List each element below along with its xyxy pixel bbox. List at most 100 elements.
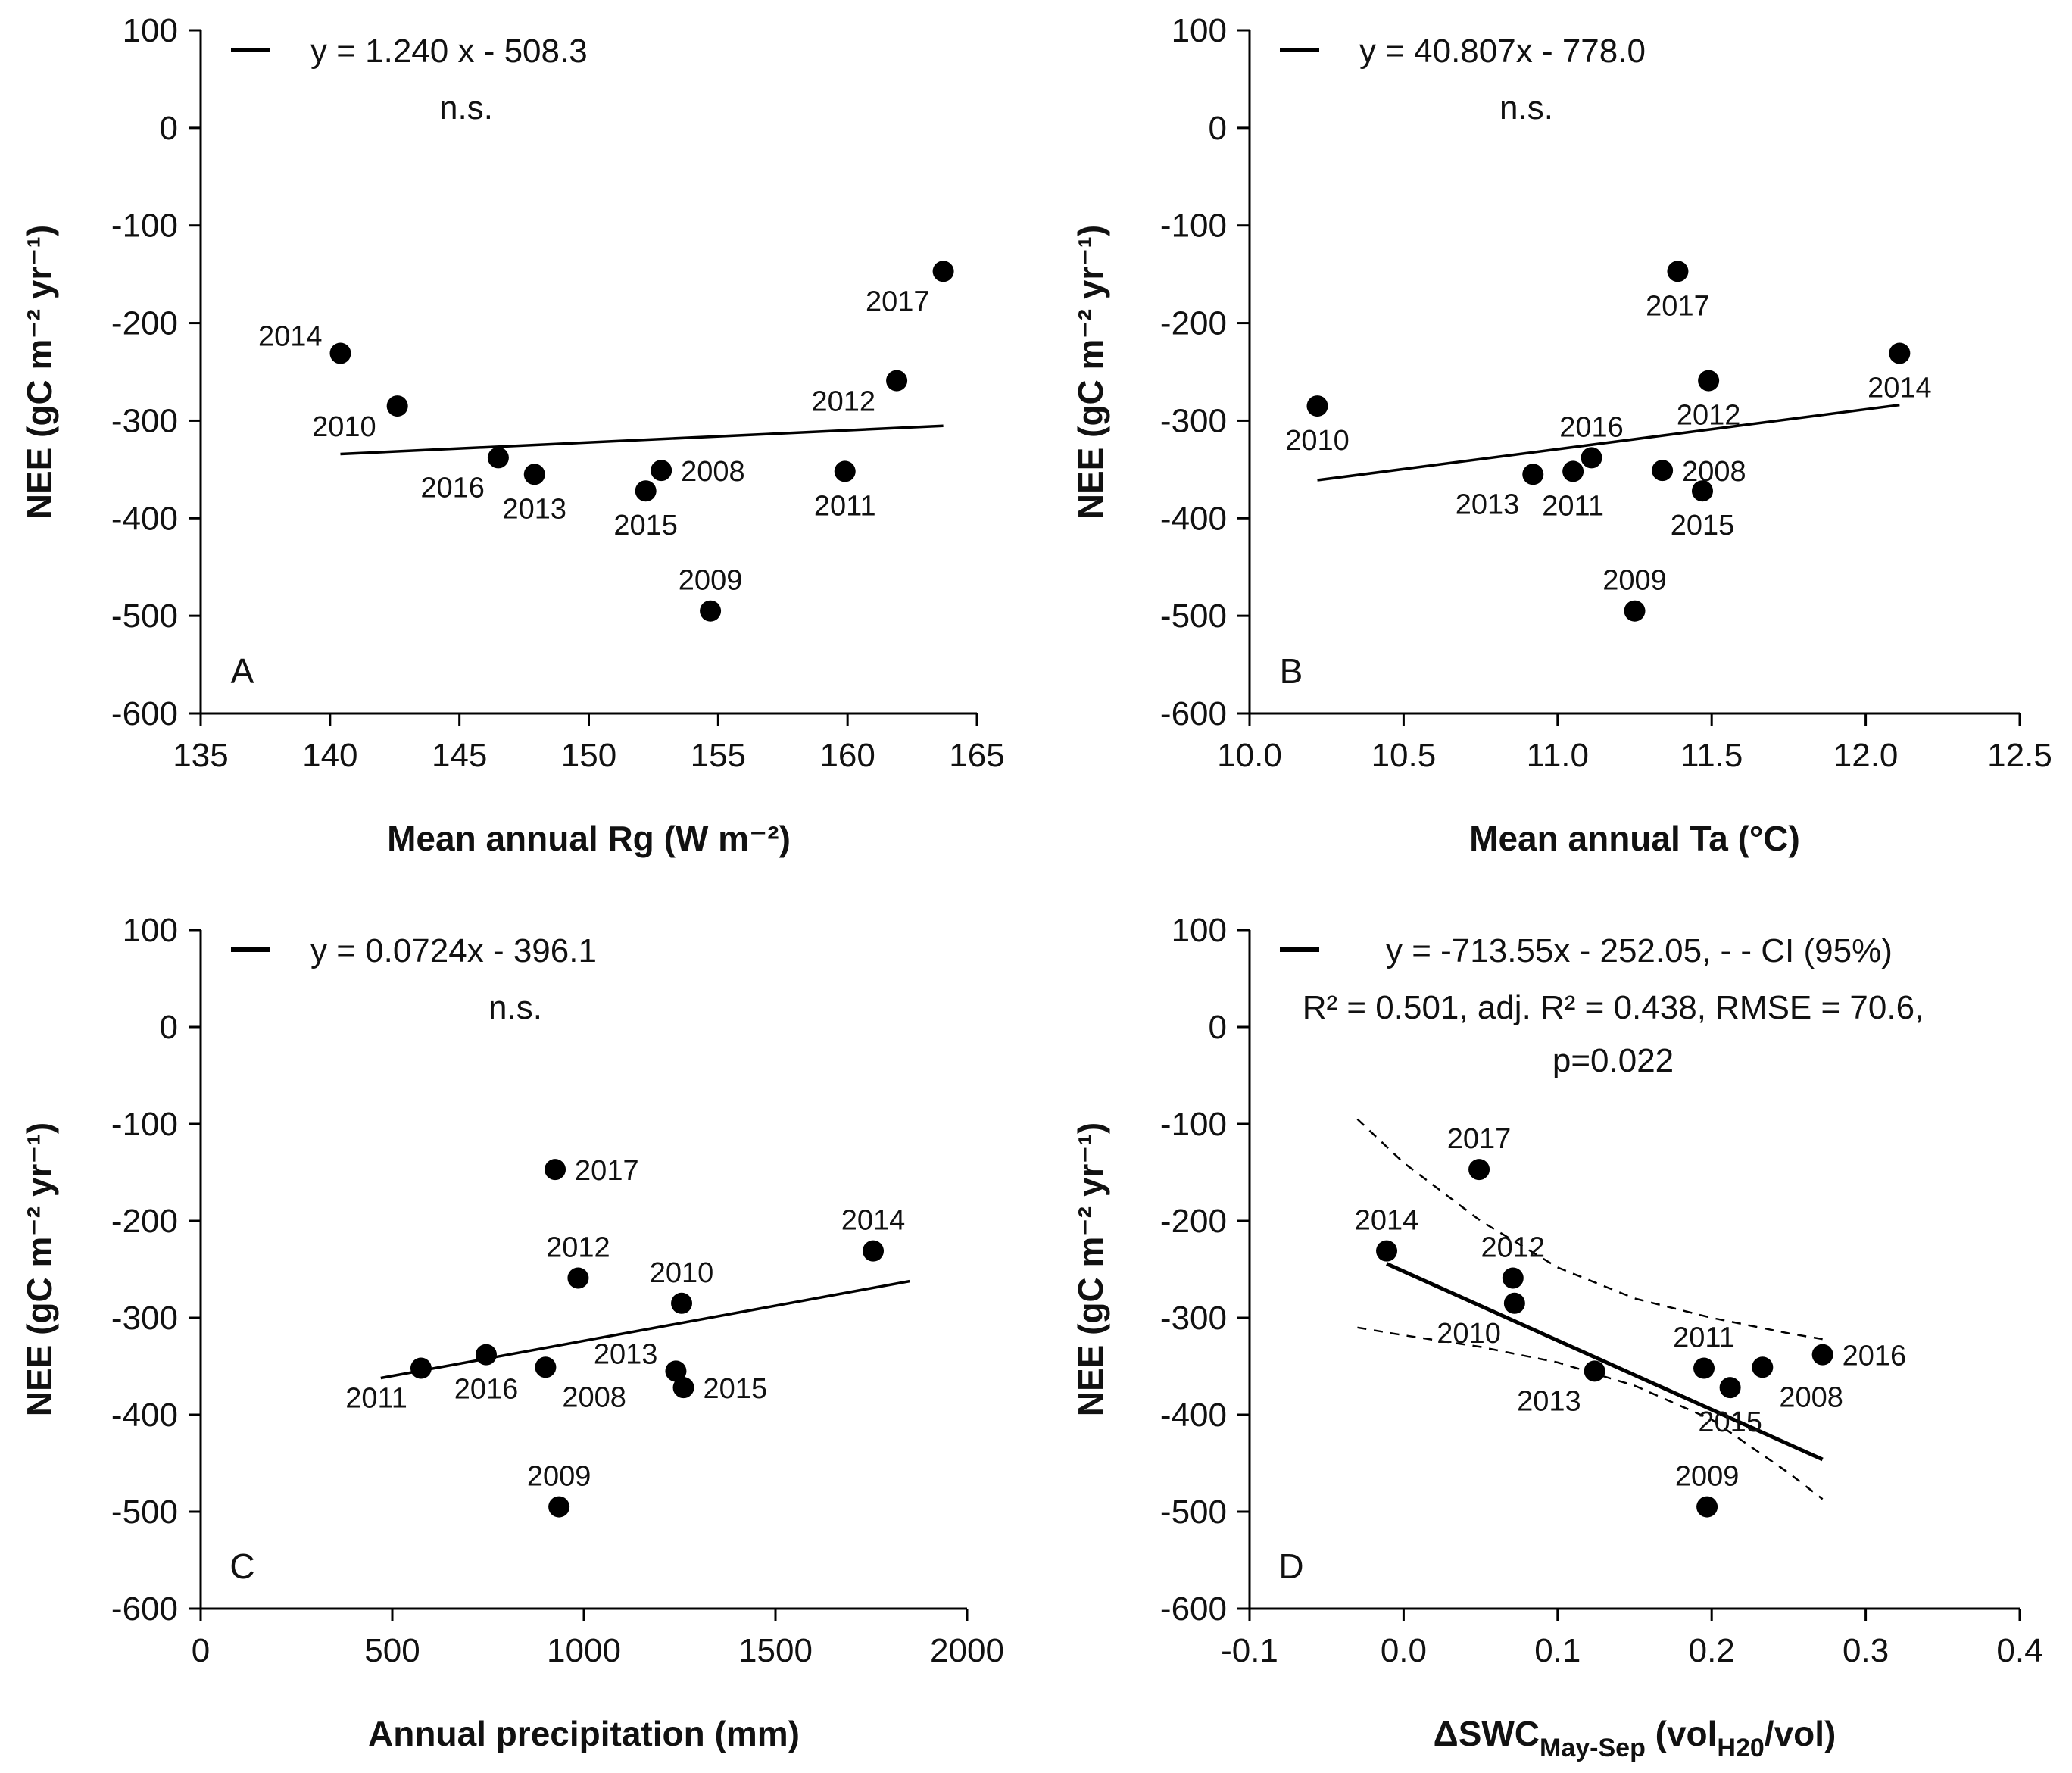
data-point-2016 xyxy=(1581,447,1602,469)
y-tick-label: -600 xyxy=(111,1590,178,1628)
y-axis-title: NEE (gC m⁻² yr⁻¹) xyxy=(1071,225,1110,519)
data-point-2017 xyxy=(545,1159,566,1181)
x-tick-label: 10.0 xyxy=(1217,737,1282,774)
regression-line xyxy=(1386,1262,1824,1462)
x-title-mid: (vol xyxy=(1646,1714,1718,1753)
point-label-2012: 2012 xyxy=(546,1232,610,1264)
point-label-2015: 2015 xyxy=(613,510,678,542)
point-label-2015: 2015 xyxy=(704,1373,768,1405)
data-point-2016 xyxy=(1811,1344,1833,1366)
data-point-2013 xyxy=(1584,1360,1605,1382)
point-label-2011: 2011 xyxy=(814,490,876,522)
x-axis-title: Mean annual Rg (W m⁻²) xyxy=(387,819,791,858)
data-point-2015 xyxy=(1691,480,1713,502)
panel-letter: A xyxy=(231,651,254,691)
y-axis-title: NEE (gC m⁻² yr⁻¹) xyxy=(20,1122,59,1416)
significance: n.s. xyxy=(488,989,542,1026)
y-tick-label: -200 xyxy=(111,1203,178,1240)
data-point-2017 xyxy=(1667,261,1689,282)
x-title-main: ΔSWC xyxy=(1434,1714,1540,1753)
point-label-2010: 2010 xyxy=(1437,1318,1501,1350)
equation: y = 40.807x - 778.0 xyxy=(1359,33,1646,70)
x-tick-label: 11.5 xyxy=(1680,737,1743,774)
y-tick-label: -100 xyxy=(1160,208,1227,245)
point-label-2016: 2016 xyxy=(454,1374,519,1406)
point-label-2013: 2013 xyxy=(502,493,566,525)
data-point-2014 xyxy=(863,1240,885,1262)
y-tick-label: 100 xyxy=(1172,12,1227,49)
y-tick-label: -100 xyxy=(111,1106,178,1143)
data-point-2012 xyxy=(1698,370,1720,392)
x-tick-label: -0.1 xyxy=(1221,1632,1278,1669)
x-tick-label: 0.3 xyxy=(1843,1632,1889,1669)
x-tick-label: 0.2 xyxy=(1689,1632,1735,1669)
data-point-2010 xyxy=(386,395,408,417)
data-point-2010 xyxy=(1306,395,1328,417)
point-label-2017: 2017 xyxy=(1447,1123,1512,1155)
x-tick-label: 2000 xyxy=(930,1632,1004,1669)
x-tick-label: 135 xyxy=(173,737,228,774)
point-label-2010: 2010 xyxy=(1285,425,1350,457)
x-tick-label: 150 xyxy=(561,737,616,774)
y-tick-label: 100 xyxy=(1172,912,1227,949)
x-tick-label: 12.5 xyxy=(1987,737,2052,774)
data-point-2011 xyxy=(834,460,856,482)
y-tick-label: -600 xyxy=(1160,695,1227,732)
significance: n.s. xyxy=(439,89,493,126)
regression-line xyxy=(340,424,944,456)
panel-b: 100 0 -100 -200 -300 -400 -500 -600 10.0 10.5 11.0… xyxy=(1071,12,2052,858)
x-tick-label: 1500 xyxy=(738,1632,813,1669)
data-point-2015 xyxy=(1719,1377,1741,1399)
y-tick-label: -300 xyxy=(1160,402,1227,439)
x-tick-label: 140 xyxy=(302,737,357,774)
y-tick-label: -200 xyxy=(111,305,178,342)
data-point-2010 xyxy=(1503,1292,1525,1314)
point-label-2008: 2008 xyxy=(562,1381,626,1413)
data-point-2017 xyxy=(932,261,954,282)
point-label-2008: 2008 xyxy=(681,456,745,488)
equation: y = 0.0724x - 396.1 xyxy=(310,932,597,969)
y-tick-label: -500 xyxy=(1160,1494,1227,1531)
data-point-2015 xyxy=(672,1377,694,1399)
panel-letter: B xyxy=(1280,651,1303,691)
y-tick-label: -400 xyxy=(111,1397,178,1434)
y-tick-label: -400 xyxy=(1160,1397,1227,1434)
x-tick-label: 11.0 xyxy=(1527,737,1589,774)
x-tick-label: 145 xyxy=(432,737,487,774)
x-tick-label: 155 xyxy=(691,737,746,774)
data-point-2012 xyxy=(1502,1267,1524,1289)
data-point-2016 xyxy=(487,447,509,469)
ci-upper-line xyxy=(1356,1118,1823,1341)
x-tick-label: 165 xyxy=(949,737,1004,774)
x-tick-label: 10.5 xyxy=(1371,737,1437,774)
y-tick-label: -100 xyxy=(1160,1106,1227,1143)
data-point-2009 xyxy=(1624,600,1646,622)
data-point-2015 xyxy=(635,480,657,502)
point-label-2016: 2016 xyxy=(1843,1341,1907,1372)
point-label-2017: 2017 xyxy=(866,286,930,317)
y-tick-label: -300 xyxy=(111,402,178,439)
point-label-2017: 2017 xyxy=(575,1155,639,1187)
point-label-2008: 2008 xyxy=(1682,456,1746,488)
point-label-2012: 2012 xyxy=(812,386,876,418)
regression-line xyxy=(380,1279,910,1380)
x-axis-title: ΔSWCMay-Sep (volH20/vol) xyxy=(1434,1714,1836,1762)
y-tick-label: -200 xyxy=(1160,1203,1227,1240)
panel-letter: C xyxy=(229,1547,254,1586)
y-tick-label: -500 xyxy=(111,1494,178,1531)
x-tick-label: 0.0 xyxy=(1381,1632,1427,1669)
point-label-2013: 2013 xyxy=(1517,1385,1581,1417)
data-point-2014 xyxy=(1376,1240,1398,1262)
regression-line xyxy=(1317,403,1900,482)
x-tick-label: 0.4 xyxy=(1996,1632,2042,1669)
data-point-2011 xyxy=(410,1357,432,1379)
x-title-end: /vol) xyxy=(1765,1714,1836,1753)
y-tick-label: -600 xyxy=(111,695,178,732)
y-tick-label: 0 xyxy=(160,1009,178,1046)
y-tick-label: 100 xyxy=(123,12,178,49)
y-axis-title: NEE (gC m⁻² yr⁻¹) xyxy=(20,225,59,519)
significance: n.s. xyxy=(1499,89,1553,126)
stats-line-1: R² = 0.501, adj. R² = 0.438, RMSE = 70.6… xyxy=(1303,989,1924,1026)
point-label-2011: 2011 xyxy=(1673,1322,1735,1354)
